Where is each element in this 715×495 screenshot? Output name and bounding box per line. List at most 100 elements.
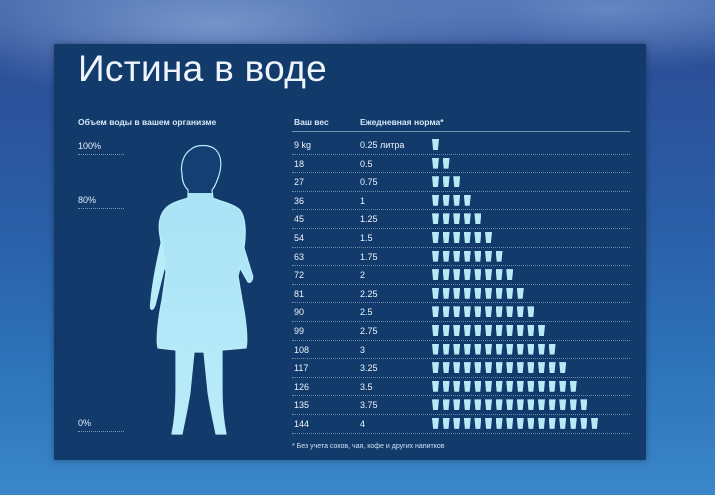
water-glass-icon	[485, 417, 492, 429]
table-row: 45 1.25	[292, 210, 630, 229]
water-glass-icon	[432, 324, 439, 336]
table-row: 117 3.25	[292, 359, 630, 378]
water-glass-icon	[442, 176, 450, 188]
water-glass-icon	[516, 306, 524, 318]
water-glass-icon	[463, 213, 471, 225]
water-glass-icon	[527, 399, 535, 411]
water-glass-icon	[485, 362, 492, 374]
water-glass-icon	[527, 324, 535, 336]
water-glass-icon	[548, 417, 556, 429]
water-glass-icon	[548, 362, 556, 374]
percent-rule-100	[78, 154, 124, 155]
water-glass-icon	[453, 269, 461, 281]
water-glass-icon	[442, 343, 450, 355]
water-glass-icon	[463, 362, 471, 374]
row-daily-norm: 1	[360, 195, 366, 206]
column-header-daily-norm: Ежедневная норма*	[360, 117, 444, 127]
water-glass-icon	[474, 306, 482, 318]
water-glass-icon	[442, 287, 450, 299]
row-daily-norm: 2.5	[360, 307, 373, 318]
row-weight: 63	[294, 251, 305, 262]
water-glass-icon	[432, 231, 439, 243]
water-glass-icon	[538, 380, 545, 392]
water-glass-icon	[463, 343, 471, 355]
water-glass-icon	[463, 269, 471, 281]
water-glass-icon	[474, 324, 482, 336]
water-glass-icon	[432, 343, 439, 355]
water-glass-icon	[495, 417, 503, 429]
table-row: 54 1.5	[292, 229, 630, 248]
water-glass-icon	[516, 324, 524, 336]
water-glass-icon	[474, 250, 482, 262]
water-glass-icon	[495, 306, 503, 318]
water-glass-icon	[516, 417, 524, 429]
water-glass-icon	[474, 343, 482, 355]
table-row: 144 4	[292, 415, 630, 434]
water-glass-icon	[559, 417, 567, 429]
water-glass-icon	[527, 417, 535, 429]
water-glass-icon	[527, 380, 535, 392]
water-glass-icon	[453, 362, 461, 374]
water-glass-icon	[591, 417, 598, 429]
water-glass-icon	[442, 362, 450, 374]
water-glass-icon	[474, 287, 482, 299]
water-glass-icon	[442, 250, 450, 262]
row-daily-norm: 2.75	[360, 325, 378, 336]
water-glass-icon	[495, 324, 503, 336]
table-row: 108 3	[292, 341, 630, 360]
water-glass-icon	[442, 306, 450, 318]
water-glass-icon	[516, 362, 524, 374]
table-row: 81 2.25	[292, 285, 630, 304]
row-weight: 27	[294, 177, 305, 188]
table-row: 126 3.5	[292, 378, 630, 397]
water-glass-icon	[453, 306, 461, 318]
water-glass-icon	[559, 380, 567, 392]
water-glass-icon	[580, 399, 588, 411]
page-title: Истина в воде	[78, 48, 328, 89]
row-weight: 36	[294, 195, 305, 206]
water-glass-icon	[548, 343, 556, 355]
water-glass-icon	[442, 417, 450, 429]
water-glass-icon	[453, 324, 461, 336]
water-glass-icon	[453, 176, 461, 188]
table-row: 90 2.5	[292, 303, 630, 322]
table-row: 36 1	[292, 192, 630, 211]
water-glass-icon	[538, 417, 545, 429]
water-glass-icon	[442, 157, 450, 169]
water-glass-icon	[569, 380, 577, 392]
water-glass-icon	[485, 269, 492, 281]
water-glass-icon	[442, 231, 450, 243]
water-norm-table: 9 kg 0.25 литра 18 0.5 27 0.75 36 1 45 1.25 5…	[292, 136, 630, 434]
water-glass-icon	[453, 250, 461, 262]
water-glass-icon	[527, 343, 535, 355]
percent-label-100: 100%	[78, 141, 102, 151]
water-glass-icon	[442, 213, 450, 225]
water-glass-icon	[432, 399, 439, 411]
row-weight: 18	[294, 158, 305, 169]
water-glass-icon	[569, 399, 577, 411]
water-glass-icon	[516, 399, 524, 411]
water-glass-icon	[463, 287, 471, 299]
row-daily-norm: 3.5	[360, 381, 373, 392]
row-weight: 81	[294, 288, 305, 299]
table-row: 99 2.75	[292, 322, 630, 341]
water-glass-icon	[580, 417, 588, 429]
water-glass-icon	[559, 399, 567, 411]
body-water-header: Объем воды в вашем организме	[78, 117, 217, 127]
water-glass-icon	[538, 399, 545, 411]
water-glass-icon	[474, 362, 482, 374]
water-glass-icon	[432, 194, 439, 206]
water-glass-icon	[506, 380, 514, 392]
water-glass-icon	[474, 269, 482, 281]
water-glass-icon	[442, 269, 450, 281]
water-glass-icon	[453, 213, 461, 225]
water-glass-icon	[506, 269, 514, 281]
water-glass-icon	[453, 399, 461, 411]
water-glass-icon	[495, 380, 503, 392]
woman-silhouette-icon	[149, 144, 254, 435]
water-glass-icon	[463, 231, 471, 243]
water-glass-icon	[453, 287, 461, 299]
row-daily-norm: 1.25	[360, 214, 378, 225]
row-daily-norm: 2.25	[360, 288, 378, 299]
water-glass-icon	[463, 399, 471, 411]
